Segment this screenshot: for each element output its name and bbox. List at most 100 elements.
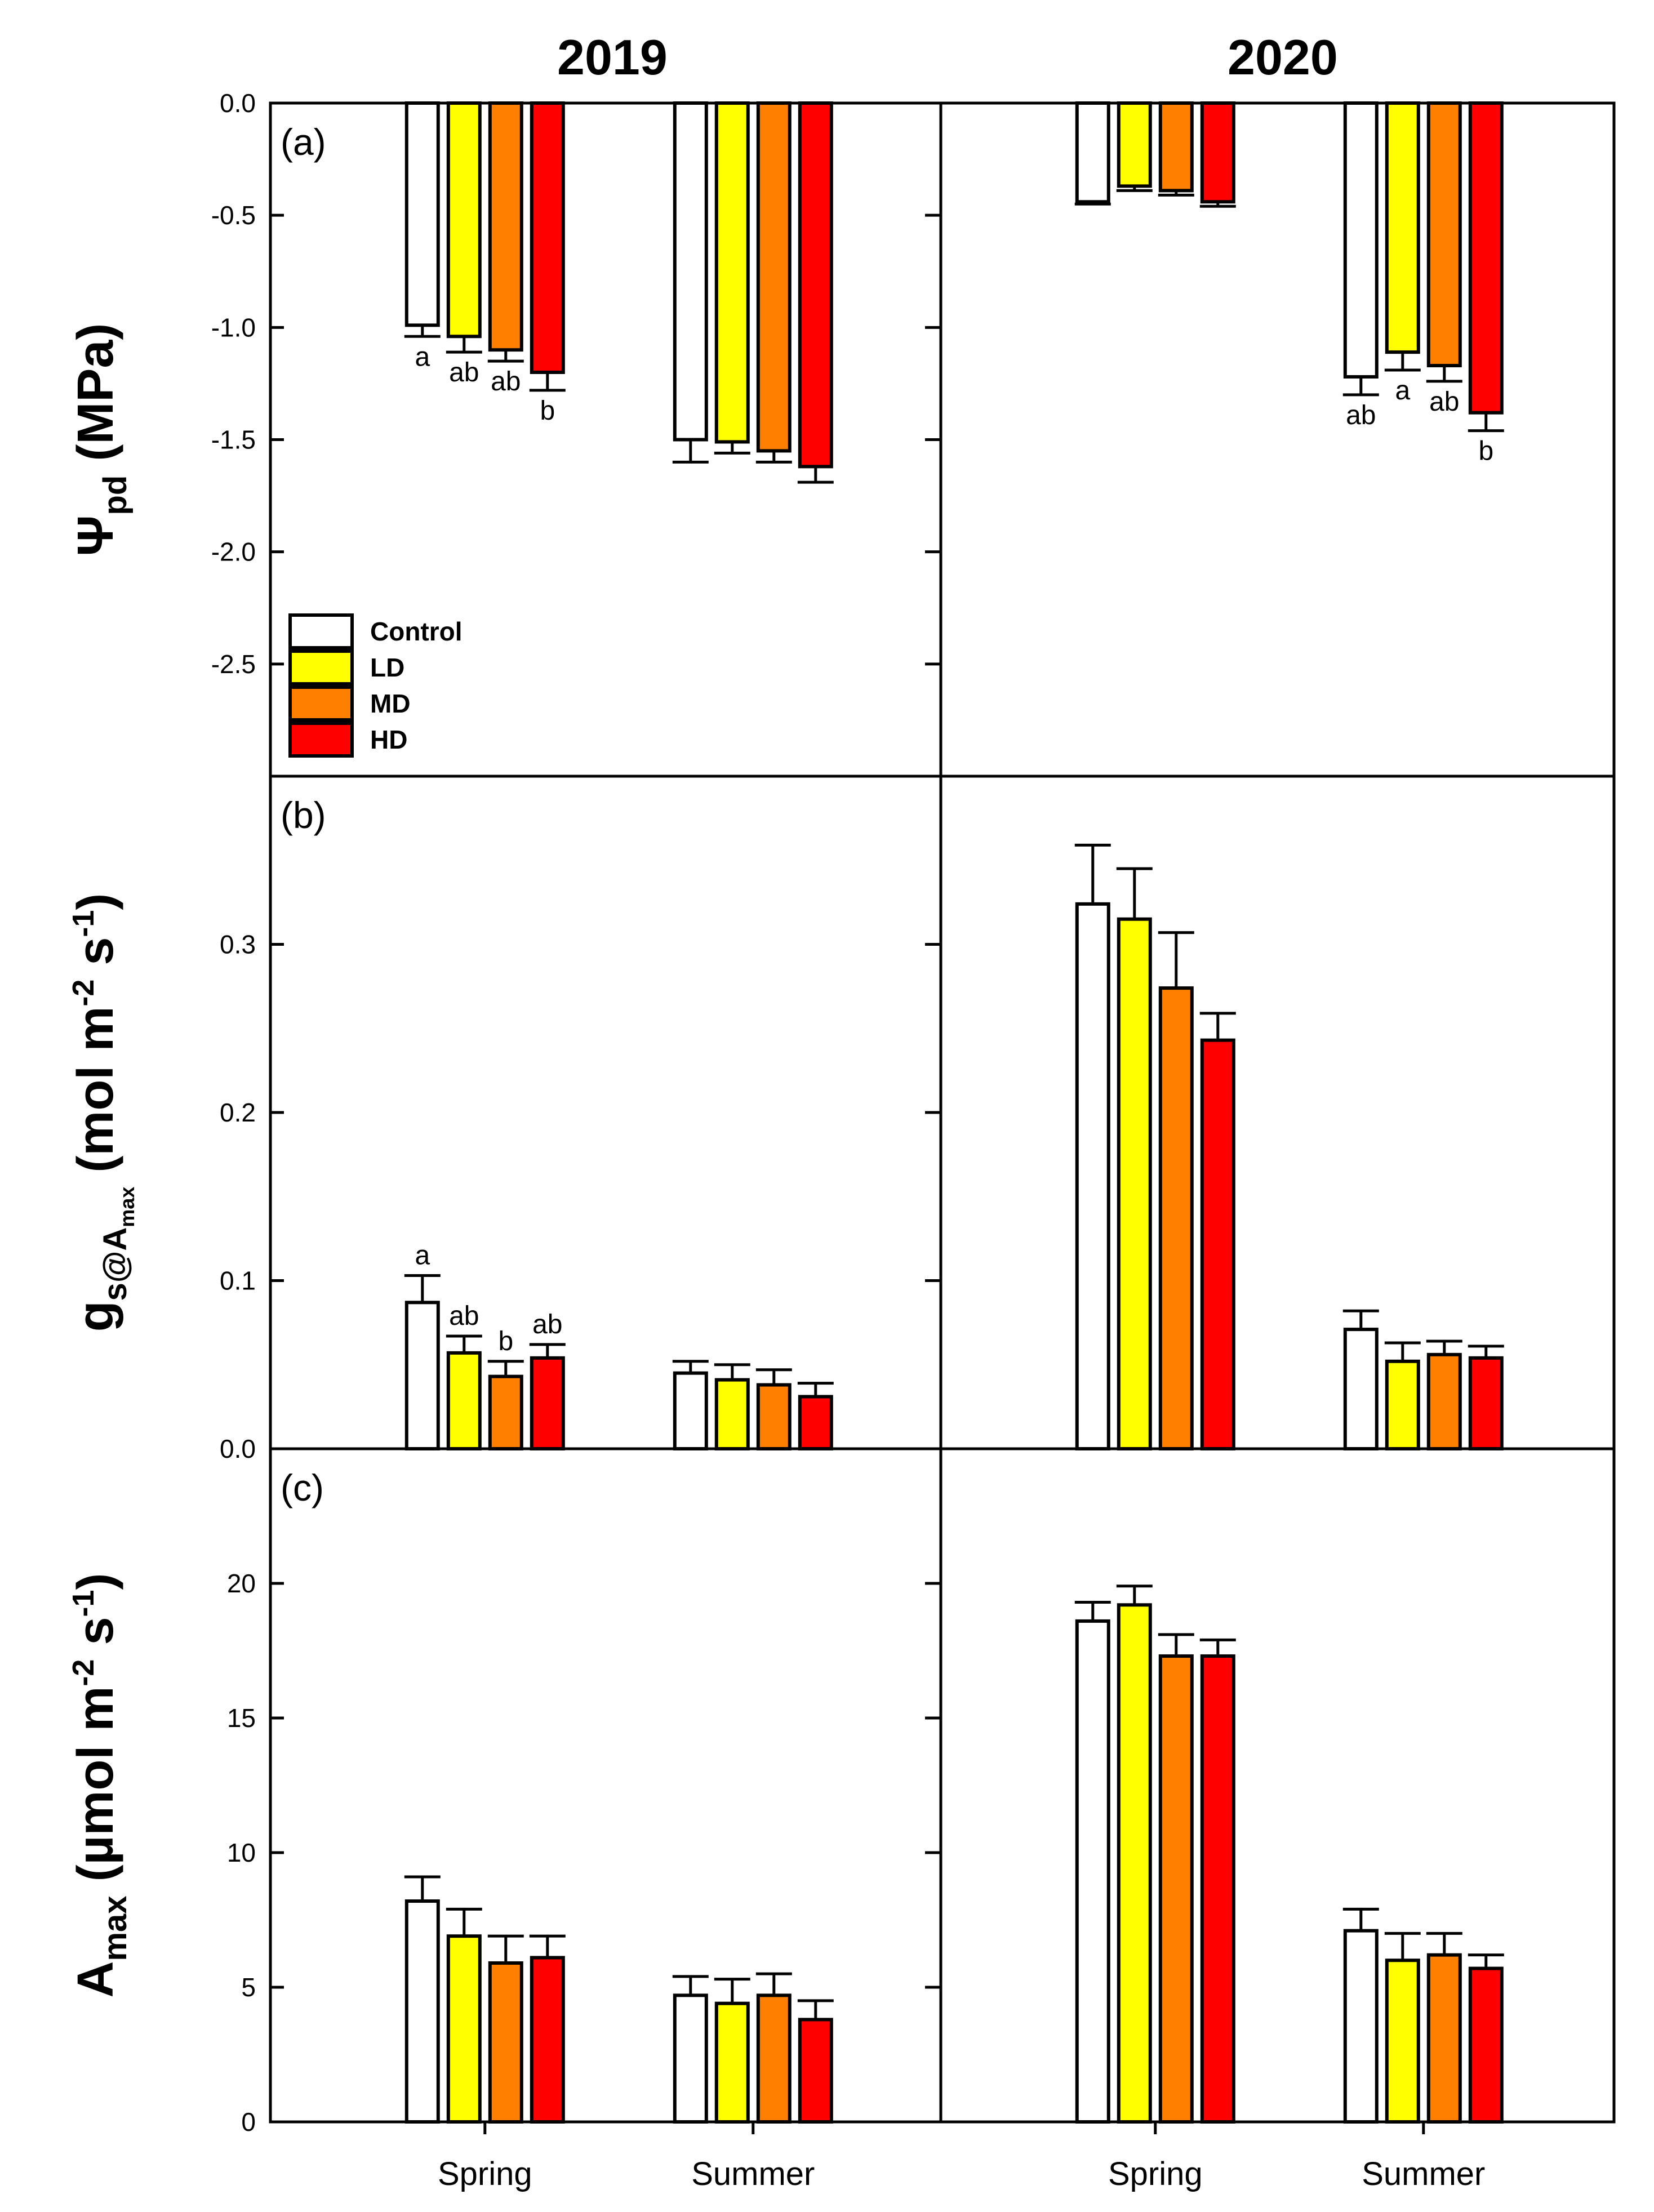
significance-letter: ab bbox=[491, 367, 521, 397]
legend-swatch-md bbox=[288, 686, 354, 722]
y-tick-label: 10 bbox=[227, 1838, 256, 1867]
y-tick-label: 0.1 bbox=[220, 1266, 256, 1296]
bar-2019-spring-md bbox=[488, 1374, 523, 1451]
y-tick-label: 0.3 bbox=[220, 930, 256, 959]
bar-2020-summer-control bbox=[1343, 1929, 1379, 2124]
bar-2020-summer-hd bbox=[1468, 1356, 1504, 1451]
bar-2019-summer-ld bbox=[714, 2001, 750, 2124]
x-tick-label-2019-summer: Summer bbox=[691, 2156, 815, 2192]
legend-label-hd: HD bbox=[370, 725, 407, 754]
bar-2019-summer-md bbox=[756, 101, 792, 453]
bar-2020-spring-control bbox=[1075, 1619, 1110, 2124]
significance-letter: a bbox=[415, 1241, 430, 1271]
bar-2019-spring-ld bbox=[446, 101, 482, 339]
bar-2019-spring-ld bbox=[446, 1934, 482, 2124]
bar-2020-summer-md bbox=[1426, 1953, 1462, 2124]
bar-2019-spring-hd bbox=[530, 101, 565, 374]
legend-swatch-control bbox=[288, 613, 354, 649]
panel-c: 0 5 10 15 20 (c) Amax (µmol m-2 s-1) Spring Summ… bbox=[66, 1447, 1616, 2192]
bar-2020-spring-md bbox=[1158, 986, 1194, 1450]
panel-a: 0.0-0.5-1.0-1.5-2.0-2.5(a)aab abb aba abbΨp… bbox=[68, 88, 1616, 778]
bar-2020-summer-control bbox=[1343, 1328, 1379, 1450]
bar-2020-summer-control bbox=[1343, 101, 1379, 379]
bar-2020-spring-md bbox=[1158, 101, 1194, 193]
significance-letter: b bbox=[498, 1327, 513, 1356]
bar-2019-spring-control bbox=[404, 1301, 440, 1450]
y-tick-label: 0.0 bbox=[220, 88, 256, 118]
year-title-2020: 2020 bbox=[1228, 29, 1338, 85]
significance-letter: ab bbox=[1429, 387, 1459, 417]
legend-label-ld: LD bbox=[370, 653, 404, 682]
legend-label-control: Control bbox=[370, 617, 463, 646]
y-axis-label-a: Ψpd (MPa) bbox=[68, 323, 134, 557]
bar-2019-spring-hd bbox=[530, 1956, 565, 2124]
y-tick-label: 0.2 bbox=[220, 1098, 256, 1127]
y-tick-label: 5 bbox=[241, 1973, 256, 2002]
bar-2020-spring-ld bbox=[1117, 101, 1152, 188]
bar-2019-summer-control bbox=[673, 1993, 708, 2124]
bar-2020-summer-hd bbox=[1468, 101, 1504, 415]
bar-2019-summer-ld bbox=[714, 101, 750, 444]
bar-2020-spring-ld bbox=[1117, 917, 1152, 1450]
panel-label: (c) bbox=[281, 1467, 324, 1508]
y-axis-label-c: Amax (µmol m-2 s-1) bbox=[66, 1573, 134, 1997]
bar-2020-summer-md bbox=[1426, 101, 1462, 368]
bar-2019-summer-control bbox=[673, 1371, 708, 1451]
panel-label: (a) bbox=[281, 121, 326, 163]
significance-letter: ab bbox=[1346, 400, 1376, 430]
significance-letter: ab bbox=[532, 1310, 562, 1339]
y-tick-label: -0.5 bbox=[211, 201, 256, 230]
bar-2019-summer-md bbox=[756, 1993, 792, 2124]
significance-letter: a bbox=[1395, 376, 1410, 406]
bar-2019-summer-ld bbox=[714, 1378, 750, 1450]
y-tick-label: -1.5 bbox=[211, 425, 256, 455]
bar-2020-summer-ld bbox=[1385, 1359, 1420, 1451]
y-tick-label: -2.5 bbox=[211, 649, 256, 679]
bar-2020-spring-control bbox=[1075, 101, 1110, 204]
bar-2020-summer-hd bbox=[1468, 1966, 1504, 2124]
bar-2020-spring-ld bbox=[1117, 1603, 1152, 2124]
legend-swatch-hd bbox=[288, 722, 354, 758]
significance-letter: a bbox=[415, 342, 430, 372]
y-tick-label: -2.0 bbox=[211, 537, 256, 567]
bar-2019-spring-hd bbox=[530, 1356, 565, 1451]
legend: Control LD MD HD bbox=[288, 613, 463, 758]
year-title-2019: 2019 bbox=[557, 29, 668, 85]
bar-2020-spring-hd bbox=[1200, 101, 1235, 204]
bar-2020-spring-control bbox=[1075, 902, 1110, 1450]
x-tick-label-2020-spring: Spring bbox=[1108, 2156, 1203, 2192]
legend-swatch-ld bbox=[288, 649, 354, 686]
y-axis-label-b: gs@Amax (mol m-2 s-1) bbox=[66, 893, 139, 1332]
bar-2020-spring-md bbox=[1158, 1654, 1194, 2124]
bar-2019-summer-hd bbox=[798, 101, 833, 469]
significance-letter: ab bbox=[449, 358, 479, 388]
y-tick-label: 15 bbox=[227, 1703, 256, 1733]
bar-2019-summer-control bbox=[673, 101, 708, 442]
bar-2019-spring-control bbox=[404, 101, 440, 327]
bar-2019-spring-control bbox=[404, 1899, 440, 2124]
significance-letter: b bbox=[1478, 437, 1493, 466]
bar-2019-summer-hd bbox=[798, 2018, 833, 2124]
bar-2020-spring-hd bbox=[1200, 1038, 1235, 1450]
y-tick-label: 0 bbox=[241, 2107, 256, 2137]
significance-letter: b bbox=[540, 396, 555, 426]
bar-2020-summer-md bbox=[1426, 1352, 1462, 1451]
bar-2019-summer-md bbox=[756, 1383, 792, 1451]
bar-2019-spring-md bbox=[488, 101, 523, 352]
significance-letter: ab bbox=[449, 1301, 479, 1331]
bar-2019-summer-hd bbox=[798, 1395, 833, 1451]
y-tick-label: -1.0 bbox=[211, 313, 256, 342]
bar-2019-spring-ld bbox=[446, 1351, 482, 1450]
x-tick-label-2020-summer: Summer bbox=[1362, 2156, 1485, 2192]
bar-2020-summer-ld bbox=[1385, 101, 1420, 354]
bar-2020-spring-hd bbox=[1200, 1654, 1235, 2124]
bar-2019-spring-md bbox=[488, 1961, 523, 2124]
y-tick-label: 20 bbox=[227, 1569, 256, 1598]
bar-2020-summer-ld bbox=[1385, 1959, 1420, 2124]
x-tick-label-2019-spring: Spring bbox=[438, 2156, 532, 2192]
legend-label-md: MD bbox=[370, 689, 411, 718]
y-tick-label: 0.0 bbox=[220, 1434, 256, 1463]
panel-label: (b) bbox=[281, 794, 326, 836]
